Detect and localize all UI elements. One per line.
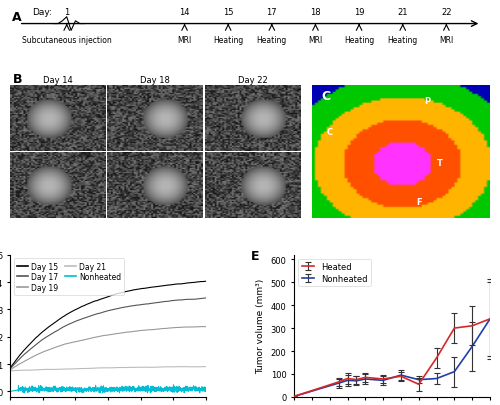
Text: 15: 15 bbox=[223, 8, 234, 17]
Nonheated bbox=[170, 382, 176, 387]
Nonheated bbox=[20, 390, 26, 395]
Nonheated bbox=[110, 387, 116, 392]
Day 19 bbox=[40, 350, 46, 354]
Text: 21: 21 bbox=[398, 8, 408, 17]
Day 21 bbox=[200, 364, 206, 369]
Text: MRI: MRI bbox=[308, 35, 322, 45]
Day 17 bbox=[92, 312, 98, 317]
Day 19 bbox=[203, 324, 209, 329]
Title: Day 18: Day 18 bbox=[140, 76, 170, 85]
Day 19 bbox=[114, 331, 120, 336]
Day 21 bbox=[73, 367, 79, 371]
Nonheated bbox=[33, 386, 39, 391]
Day 17 bbox=[40, 337, 46, 342]
Day 21 bbox=[92, 366, 98, 371]
Text: A: A bbox=[12, 11, 22, 24]
Day 17 bbox=[114, 307, 120, 311]
Day 15 bbox=[110, 293, 116, 298]
Day 15 bbox=[7, 366, 13, 371]
Day 17 bbox=[33, 342, 39, 347]
Nonheated bbox=[7, 389, 13, 394]
Day 21 bbox=[40, 367, 46, 372]
Title: Day 22: Day 22 bbox=[238, 76, 268, 85]
Nonheated bbox=[114, 385, 120, 390]
Text: C: C bbox=[321, 90, 330, 103]
Nonheated bbox=[40, 386, 46, 391]
Text: T: T bbox=[437, 158, 443, 167]
Text: P: P bbox=[424, 97, 431, 106]
Day 15 bbox=[203, 279, 209, 284]
Line: Day 21: Day 21 bbox=[10, 367, 206, 371]
Text: MRI: MRI bbox=[439, 35, 454, 45]
Text: 1: 1 bbox=[64, 8, 70, 17]
Day 15 bbox=[33, 335, 39, 340]
Day 17 bbox=[73, 319, 79, 324]
Day 17 bbox=[7, 367, 13, 371]
Day 19 bbox=[199, 324, 205, 329]
Day 19 bbox=[33, 353, 39, 358]
Nonheated bbox=[73, 386, 79, 390]
Day 21 bbox=[7, 369, 13, 373]
Day 17 bbox=[203, 296, 209, 301]
Day 17 bbox=[110, 307, 116, 312]
Nonheated bbox=[203, 388, 209, 393]
Line: Day 15: Day 15 bbox=[10, 281, 206, 368]
Y-axis label: Tumor volume (mm³): Tumor volume (mm³) bbox=[256, 279, 265, 373]
Legend: Heated, Nonheated: Heated, Nonheated bbox=[298, 259, 370, 286]
Day 21 bbox=[203, 364, 209, 369]
Day 19 bbox=[110, 332, 116, 337]
Line: Day 19: Day 19 bbox=[10, 327, 206, 370]
Day 17 bbox=[203, 296, 209, 301]
Day 15 bbox=[114, 292, 120, 296]
Day 15 bbox=[92, 299, 98, 304]
Line: Nonheated: Nonheated bbox=[10, 385, 206, 393]
Line: Day 17: Day 17 bbox=[10, 298, 206, 369]
Day 15 bbox=[40, 329, 46, 334]
Day 21 bbox=[33, 368, 39, 373]
Text: MRI: MRI bbox=[178, 35, 192, 45]
Day 21 bbox=[110, 365, 116, 370]
Day 19 bbox=[73, 339, 79, 344]
Text: B: B bbox=[13, 90, 22, 103]
Text: Heating: Heating bbox=[213, 35, 244, 45]
Text: Heating: Heating bbox=[388, 35, 418, 45]
Text: E: E bbox=[251, 249, 260, 262]
Day 21 bbox=[114, 365, 120, 370]
Text: F: F bbox=[416, 198, 422, 207]
Text: 17: 17 bbox=[266, 8, 277, 17]
Text: C: C bbox=[327, 128, 333, 137]
Text: Heating: Heating bbox=[256, 35, 287, 45]
Text: 14: 14 bbox=[180, 8, 190, 17]
Text: B: B bbox=[12, 73, 22, 86]
Text: 22: 22 bbox=[441, 8, 452, 17]
Day 19 bbox=[7, 368, 13, 373]
Text: 19: 19 bbox=[354, 8, 364, 17]
Text: Day:: Day: bbox=[32, 8, 52, 17]
Nonheated bbox=[92, 389, 98, 394]
Text: 18: 18 bbox=[310, 8, 321, 17]
Day 15 bbox=[73, 307, 79, 312]
Text: Subcutaneous injection: Subcutaneous injection bbox=[22, 35, 112, 45]
Day 19 bbox=[92, 335, 98, 340]
Legend: Day 15, Day 17, Day 19, Day 21, Nonheated: Day 15, Day 17, Day 19, Day 21, Nonheate… bbox=[14, 259, 124, 295]
Text: Heating: Heating bbox=[344, 35, 374, 45]
Title: Day 14: Day 14 bbox=[43, 76, 72, 85]
